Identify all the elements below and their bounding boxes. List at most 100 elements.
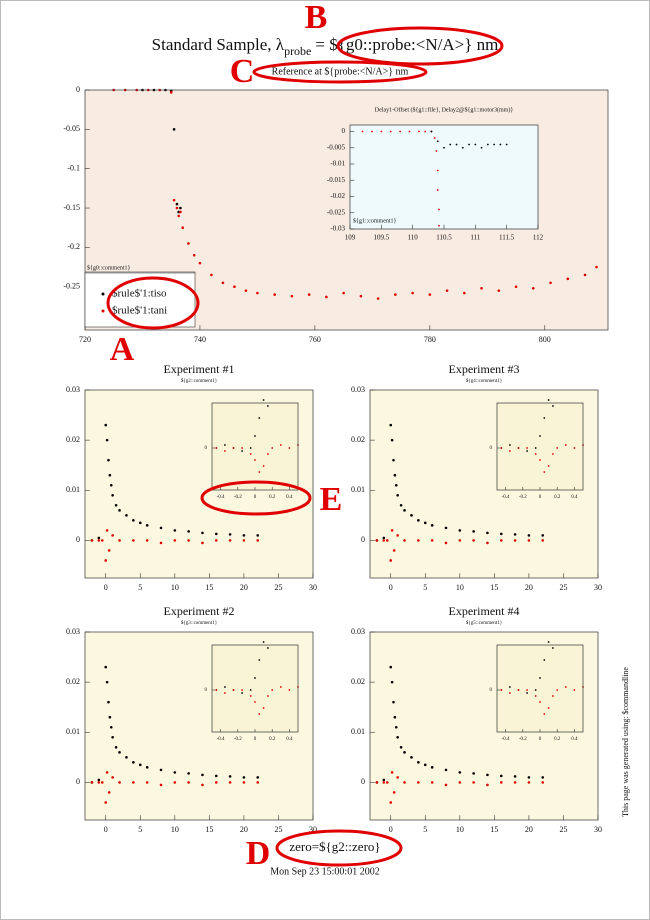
data-point (187, 539, 190, 542)
data-point (108, 715, 112, 719)
data-point (125, 514, 128, 517)
chart-subtitle: ${g2::comment1} (181, 379, 217, 384)
data-point (573, 447, 576, 449)
y-tick-label: 0 (361, 777, 365, 786)
x-tick-label: 0.4 (571, 737, 578, 742)
plot-background (497, 645, 583, 732)
data-point (392, 549, 396, 552)
x-tick-label: -0.2 (519, 737, 527, 742)
y-tick-label: 0 (361, 535, 365, 544)
legend-marker (101, 309, 105, 313)
data-point (539, 435, 541, 437)
data-point (403, 509, 406, 512)
annotation-b: B (305, 0, 328, 36)
data-point (480, 286, 483, 290)
x-tick-label: 25 (274, 583, 282, 592)
x-tick-label: 10 (171, 583, 179, 592)
data-point (175, 202, 179, 206)
data-point (214, 532, 218, 536)
data-point (267, 647, 269, 649)
data-point (104, 665, 108, 669)
data-point (118, 751, 121, 754)
x-tick-label: 0 (389, 583, 393, 592)
data-point (90, 539, 94, 542)
data-point (279, 686, 282, 688)
data-point (138, 521, 142, 525)
data-point (97, 539, 101, 542)
data-point (390, 680, 394, 684)
data-point (138, 763, 142, 767)
y-tick-label: -0.02 (330, 192, 345, 200)
data-point (279, 444, 282, 446)
data-point (436, 189, 439, 191)
data-point (392, 700, 395, 704)
footer-zero: zero=${g2::zero} (289, 839, 380, 854)
data-point (566, 277, 570, 281)
data-point (396, 776, 399, 779)
data-point (389, 423, 393, 427)
data-point (534, 695, 537, 697)
x-tick-label: 5 (138, 583, 142, 592)
data-point (486, 143, 489, 146)
y-tick-label: -0.25 (63, 282, 80, 291)
data-point (517, 447, 520, 449)
annotation-d: D (246, 835, 271, 872)
data-point (417, 761, 420, 764)
data-point (527, 776, 531, 779)
data-point (105, 771, 109, 774)
data-point (145, 781, 149, 784)
y-tick-label: 0 (490, 446, 493, 451)
data-point (403, 781, 406, 784)
data-point (564, 444, 567, 446)
plot-frame (84, 389, 314, 579)
data-point (267, 453, 269, 455)
data-point (539, 677, 541, 679)
data-point (513, 781, 517, 784)
plot-frame (496, 402, 584, 491)
data-point (549, 281, 552, 285)
data-point (111, 493, 114, 497)
data-point (105, 680, 109, 684)
data-point (228, 539, 232, 542)
data-point (418, 130, 420, 133)
data-point (271, 447, 274, 449)
data-point (232, 447, 235, 449)
data-point (389, 665, 393, 669)
data-point (132, 761, 135, 764)
data-point (173, 539, 177, 542)
data-point (541, 539, 545, 542)
plot-background (350, 125, 538, 229)
ellipse-e (200, 480, 312, 516)
data-point (249, 453, 252, 455)
y-tick-label: -0.025 (327, 208, 346, 216)
data-point (583, 273, 587, 277)
data-point (256, 539, 260, 542)
x-tick-label: 0 (104, 825, 108, 834)
data-point (443, 146, 445, 149)
data-point (543, 471, 546, 473)
data-point (424, 130, 427, 133)
data-point (472, 772, 475, 775)
chart-subtitle: ${g3::comment1} (181, 621, 217, 626)
x-tick-label: 0 (539, 737, 542, 742)
x-tick-label: 30 (309, 583, 317, 592)
data-point (438, 208, 440, 211)
data-point (201, 783, 204, 787)
data-point (486, 541, 489, 545)
data-point (382, 781, 386, 784)
data-point (262, 707, 265, 709)
data-point (552, 695, 554, 697)
data-point (547, 707, 550, 709)
x-tick-label: 740 (194, 335, 206, 344)
data-point (547, 399, 550, 401)
data-point (509, 450, 511, 452)
x-tick-label: -0.2 (519, 495, 527, 500)
data-point (254, 701, 256, 703)
data-point (181, 226, 185, 230)
x-tick-label: 111.5 (499, 234, 515, 242)
data-point (468, 143, 470, 146)
data-point (390, 771, 394, 774)
chart-title: Delay1-Offset (${g1::file}, Delay2@${g1:… (375, 106, 514, 113)
data-point (201, 773, 204, 777)
y-tick-label: 0 (76, 777, 80, 786)
